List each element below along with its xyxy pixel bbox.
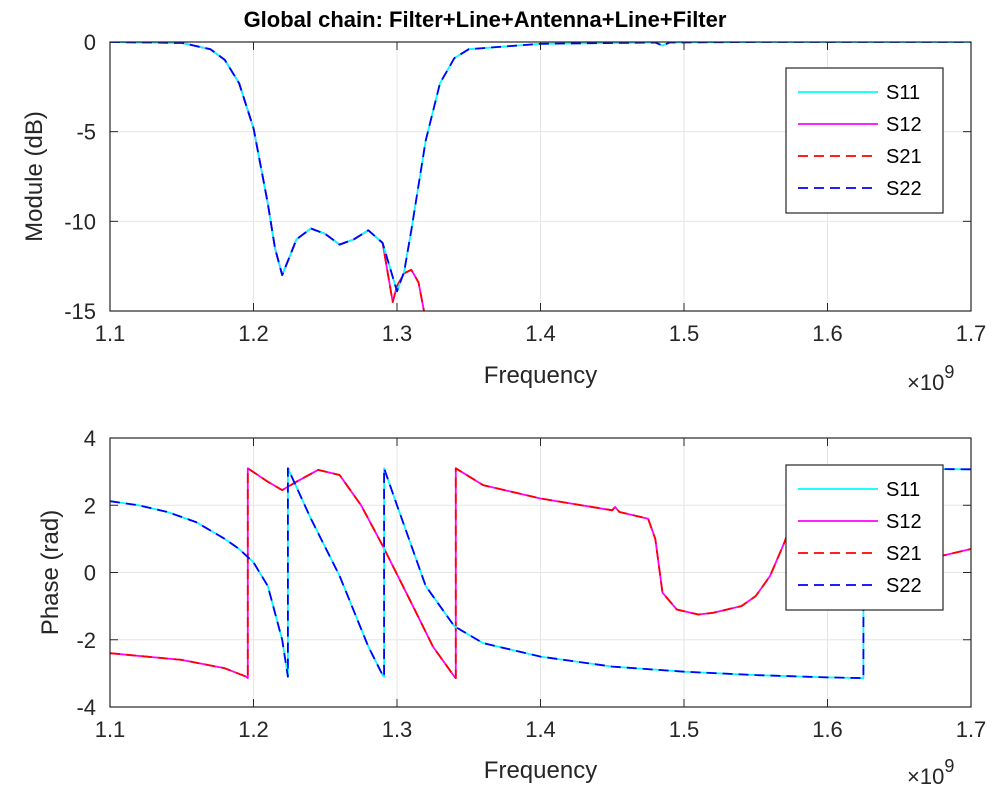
x-tick-label: 1.2 — [238, 321, 269, 346]
y-tick-label: -10 — [64, 209, 96, 234]
x-tick-label: 1.7 — [956, 321, 987, 346]
chart-title: Global chain: Filter+Line+Antenna+Line+F… — [244, 7, 727, 32]
legend-label: S22 — [886, 178, 922, 200]
x-tick-label: 1.5 — [669, 321, 700, 346]
y-tick-label: -2 — [76, 628, 96, 653]
legend-label: S12 — [886, 511, 922, 533]
x-tick-label: 1.6 — [812, 717, 843, 742]
phase-plot: 1.1 1.2 1.3 1.4 1.5 1.6 1.7 -4 -2 0 2 4 Frequency Pha… — [37, 426, 986, 789]
x-tick-label: 1.4 — [525, 321, 556, 346]
x-exponent-label: ×109 — [907, 362, 954, 395]
x-exponent-label: ×109 — [907, 756, 954, 789]
y-tick-label: -5 — [76, 120, 96, 145]
x-tick-label: 1.2 — [238, 717, 269, 742]
y-tick-label: -15 — [64, 299, 96, 324]
x-tick-label: 1.3 — [382, 717, 413, 742]
series-line-s21 — [110, 467, 971, 679]
legend-label: S21 — [886, 543, 922, 565]
x-tick-label: 1.3 — [382, 321, 413, 346]
x-tick-label: 1.4 — [525, 717, 556, 742]
series-line-s22 — [110, 42, 971, 293]
y-tick-label: 2 — [84, 493, 96, 518]
y-tick-label: 0 — [84, 561, 96, 586]
y-axis-label: Phase (rad) — [37, 510, 64, 635]
x-tick-label: 1.1 — [95, 717, 126, 742]
legend-label: S22 — [886, 575, 922, 597]
x-tick-label: 1.1 — [95, 321, 126, 346]
x-tick-label: 1.6 — [812, 321, 843, 346]
x-tick-label: 1.7 — [956, 717, 987, 742]
y-tick-label: -4 — [76, 695, 96, 720]
series-line-s22 — [110, 467, 971, 679]
legend: S11 S12 S21 S22 — [785, 464, 944, 611]
y-axis-label: Module (dB) — [21, 111, 48, 242]
x-axis-label: Frequency — [484, 757, 597, 784]
y-tick-label: 0 — [84, 30, 96, 55]
legend-label: S12 — [886, 114, 922, 136]
legend-label: S21 — [886, 146, 922, 168]
legend-label: S11 — [886, 82, 920, 104]
legend-label: S11 — [886, 479, 920, 501]
module-plot: 1.1 1.2 1.3 1.4 1.5 1.6 1.7 -15 -10 -5 0 Frequency M… — [21, 30, 986, 395]
x-axis-label: Frequency — [484, 362, 597, 389]
x-tick-label: 1.5 — [669, 717, 700, 742]
legend: S11 S12 S21 S22 — [785, 67, 944, 214]
y-tick-label: 4 — [84, 426, 96, 451]
